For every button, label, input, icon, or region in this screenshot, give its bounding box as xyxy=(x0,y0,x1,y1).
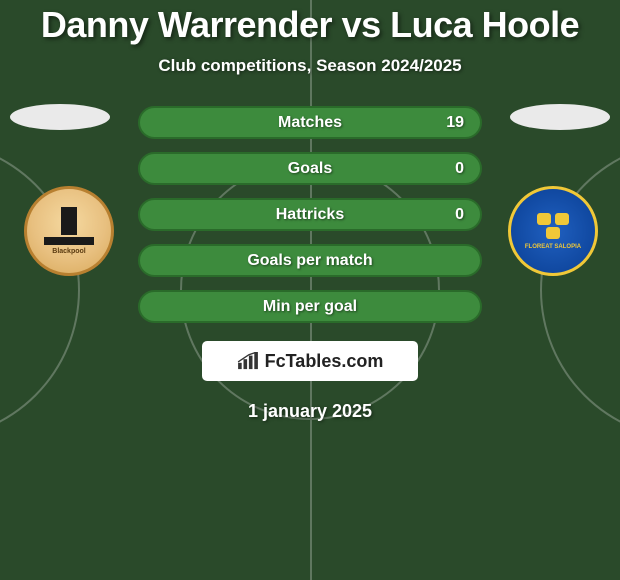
stat-label: Matches xyxy=(278,114,342,132)
club-crest-left: Blackpool xyxy=(24,186,114,276)
stat-label: Goals xyxy=(288,160,332,178)
page-subtitle: Club competitions, Season 2024/2025 xyxy=(0,56,620,76)
shadow-ellipse-right xyxy=(510,104,610,130)
crest-right-motto: FLOREAT SALOPIA xyxy=(525,244,581,250)
stat-value-right: 0 xyxy=(455,206,464,224)
stats-panel: Matches 19 Goals 0 Hattricks 0 Goals per match… xyxy=(0,106,620,422)
blackpool-crest-icon: Blackpool xyxy=(24,186,114,276)
shrewsbury-crest-icon: FLOREAT SALOPIA xyxy=(508,186,598,276)
stat-row: Hattricks 0 xyxy=(138,198,482,231)
stat-value-right: 19 xyxy=(446,114,464,132)
brand-text: FcTables.com xyxy=(265,351,384,372)
date-label: 1 january 2025 xyxy=(0,401,620,422)
stat-label: Goals per match xyxy=(247,252,372,270)
page-title: Danny Warrender vs Luca Hoole xyxy=(0,4,620,46)
bar-chart-icon xyxy=(237,352,259,370)
stat-row: Goals 0 xyxy=(138,152,482,185)
crest-left-label: Blackpool xyxy=(52,248,85,255)
stat-row: Matches 19 xyxy=(138,106,482,139)
stat-label: Min per goal xyxy=(263,298,357,316)
stat-value-right: 0 xyxy=(455,160,464,178)
shadow-ellipse-left xyxy=(10,104,110,130)
brand-badge: FcTables.com xyxy=(202,341,418,381)
stat-row: Goals per match xyxy=(138,244,482,277)
stat-label: Hattricks xyxy=(276,206,344,224)
club-crest-right: FLOREAT SALOPIA xyxy=(508,186,598,276)
stat-row: Min per goal xyxy=(138,290,482,323)
